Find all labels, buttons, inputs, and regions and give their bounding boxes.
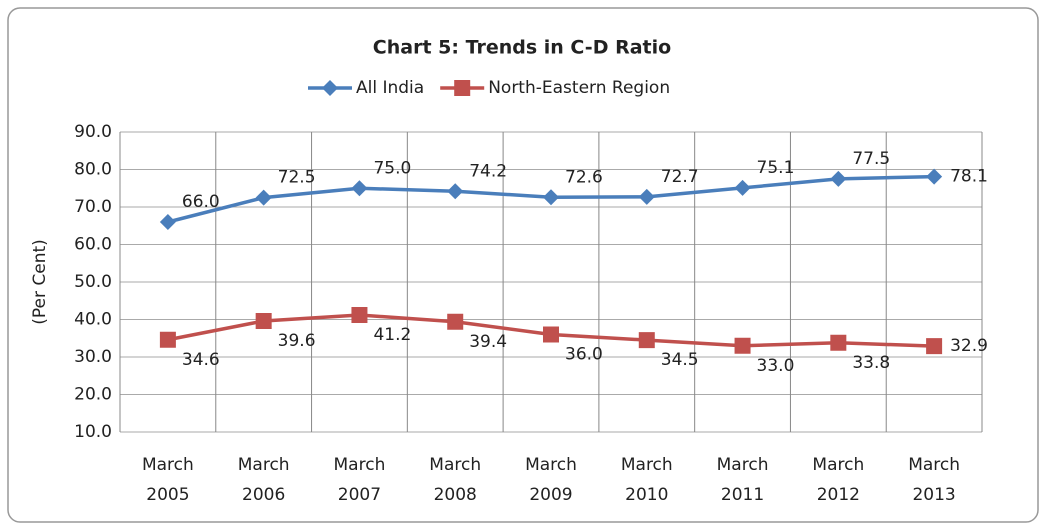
- data-label: 36.0: [565, 345, 603, 365]
- x-tick-label: March 2007: [334, 455, 386, 505]
- x-tick-label: March 2011: [717, 455, 769, 505]
- point: [351, 307, 368, 323]
- point: [830, 334, 847, 351]
- y-tick-label: 50.0: [74, 272, 112, 292]
- point: [447, 183, 464, 200]
- x-tick-label: March 2008: [429, 455, 481, 505]
- y-tick-label: 90.0: [74, 122, 112, 142]
- x-tick-label: March 2006: [238, 455, 290, 505]
- data-label: 72.7: [661, 167, 699, 187]
- data-label: 33.8: [852, 353, 890, 373]
- legend-marker: [454, 80, 471, 96]
- point: [159, 331, 176, 348]
- x-tick-label: March 2010: [621, 455, 673, 505]
- legend-marker: [322, 80, 338, 96]
- data-label: 33.0: [757, 356, 795, 376]
- point: [255, 313, 272, 329]
- legend-label: All India: [356, 78, 424, 98]
- data-label: 77.5: [852, 149, 890, 169]
- data-label: 72.6: [565, 167, 603, 187]
- data-label: 74.2: [469, 161, 507, 181]
- point: [351, 180, 368, 197]
- y-tick-label: 70.0: [74, 197, 112, 217]
- data-label: 34.5: [661, 350, 699, 370]
- point: [926, 338, 943, 355]
- x-tick-label: March 2012: [812, 455, 864, 505]
- point: [543, 189, 559, 206]
- data-label: 34.6: [182, 350, 220, 370]
- point: [734, 179, 751, 196]
- data-label: 78.1: [950, 167, 988, 187]
- y-tick-label: 60.0: [74, 235, 112, 255]
- y-tick-label: 30.0: [74, 347, 112, 367]
- point: [638, 188, 655, 205]
- legend-label: North-Eastern Region: [488, 78, 670, 98]
- data-label: 66.0: [182, 192, 220, 212]
- data-label: 39.6: [278, 331, 316, 351]
- point: [447, 313, 464, 330]
- point: [543, 326, 559, 343]
- point: [159, 214, 176, 230]
- y-axis-label: (Per Cent): [30, 239, 50, 325]
- chart-title: Chart 5: Trends in C-D Ratio: [373, 37, 671, 59]
- point: [255, 189, 272, 206]
- x-tick-label: March 2009: [525, 455, 577, 505]
- point: [734, 337, 751, 354]
- data-label: 75.1: [757, 158, 795, 178]
- point: [830, 170, 847, 187]
- data-label: 32.9: [950, 336, 988, 356]
- x-tick-label: March 2005: [142, 455, 194, 505]
- point: [926, 168, 943, 185]
- y-tick-label: 20.0: [74, 385, 112, 405]
- data-label: 72.5: [278, 168, 316, 188]
- y-tick-label: 10.0: [74, 422, 112, 442]
- point: [638, 332, 655, 349]
- data-label: 75.0: [373, 158, 411, 178]
- data-label: 41.2: [373, 325, 411, 345]
- data-label: 39.4: [469, 332, 507, 352]
- x-tick-label: March 2013: [908, 455, 960, 505]
- y-tick-label: 80.0: [74, 160, 112, 180]
- y-tick-label: 40.0: [74, 310, 112, 330]
